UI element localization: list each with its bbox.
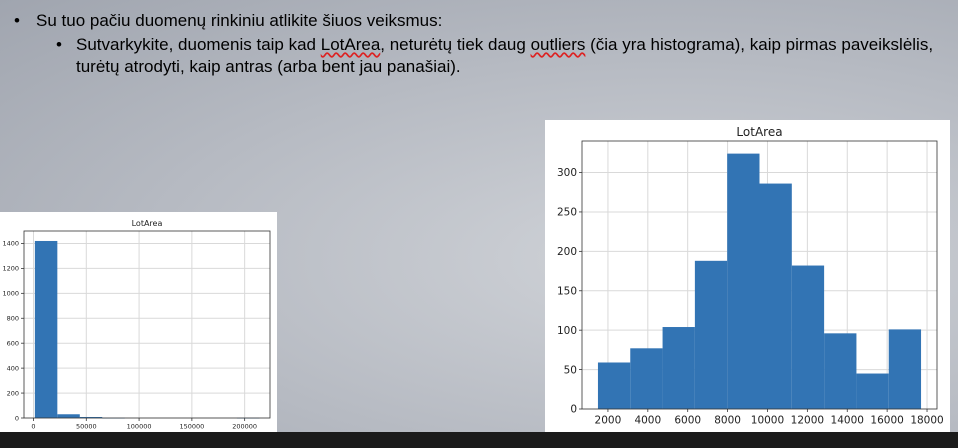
small-hist-title: LotArea bbox=[132, 219, 163, 228]
small-hist-bar bbox=[57, 414, 80, 418]
small-hist-frame bbox=[23, 230, 271, 419]
large-hist-ytick-label: 50 bbox=[564, 364, 577, 376]
large-hist-ytick-label: 300 bbox=[557, 167, 577, 179]
small-hist-ytick-label: 200 bbox=[7, 389, 19, 397]
histogram-original: LotArea 0 200 400 600 800 1000 1200 1400 0 50000 10… bbox=[0, 212, 277, 434]
large-hist-ytick-label: 0 bbox=[570, 404, 577, 416]
histogram-cleaned-svg: LotArea 0 50 100 150 200 250 300 2000 4000 6000 800… bbox=[557, 125, 944, 427]
large-hist-bar bbox=[727, 153, 760, 409]
bullet-text-part: Sutvarkykite, duomenis taip kad bbox=[76, 35, 321, 54]
bullet-level1: • Su tuo pačiu duomenų rinkiniu atlikite… bbox=[14, 10, 944, 32]
large-hist-bar bbox=[791, 265, 825, 409]
large-hist-ytick-label: 150 bbox=[557, 285, 577, 297]
large-hist-xtick-label: 8000 bbox=[714, 415, 741, 427]
small-hist-xtick-label: 50000 bbox=[76, 423, 97, 431]
small-hist-xtick-label: 150000 bbox=[179, 423, 204, 431]
histogram-cleaned: LotArea 0 50 100 150 200 250 300 2000 4000 6000 800… bbox=[545, 120, 950, 432]
large-hist-frame bbox=[581, 140, 938, 410]
bullet-text-part: , neturėtų tiek daug bbox=[380, 35, 531, 54]
small-hist-xtick-label: 0 bbox=[31, 423, 35, 431]
large-hist-ytick-label: 100 bbox=[557, 325, 577, 337]
small-hist-bar bbox=[79, 417, 103, 418]
slide-canvas: • Su tuo pačiu duomenų rinkiniu atlikite… bbox=[0, 0, 958, 434]
slide-text: • Su tuo pačiu duomenų rinkiniu atlikite… bbox=[14, 10, 944, 78]
large-hist-xtick-label: 16000 bbox=[870, 415, 903, 427]
large-hist-xtick-label: 4000 bbox=[634, 415, 661, 427]
spellcheck-word: LotArea bbox=[320, 35, 381, 54]
large-hist-xtick-label: 10000 bbox=[751, 415, 784, 427]
large-hist-bar bbox=[824, 333, 857, 409]
large-hist-bar bbox=[662, 327, 695, 409]
large-hist-xtick-label: 18000 bbox=[910, 415, 943, 427]
small-hist-ytick-label: 1000 bbox=[2, 290, 19, 298]
large-hist-xtick-label: 14000 bbox=[831, 415, 864, 427]
bottom-bar bbox=[0, 432, 958, 448]
large-hist-title: LotArea bbox=[736, 125, 782, 139]
small-hist-xtick-label: 200000 bbox=[232, 423, 257, 431]
large-hist-bar bbox=[597, 362, 631, 409]
large-hist-ytick-label: 250 bbox=[557, 207, 577, 219]
large-hist-xtick-label: 2000 bbox=[595, 415, 622, 427]
small-hist-ytick-label: 800 bbox=[7, 315, 19, 323]
bullet-level1-text: Su tuo pačiu duomenų rinkiniu atlikite š… bbox=[36, 11, 443, 30]
small-hist-ytick-label: 0 bbox=[15, 414, 19, 422]
large-hist-bar bbox=[856, 373, 889, 409]
bullet-text-part: (čia yra histograma), kaip pirmas paveik… bbox=[76, 35, 934, 76]
spellcheck-word: outliers bbox=[530, 35, 586, 54]
small-hist-ytick-label: 600 bbox=[7, 339, 19, 347]
large-hist-xtick-label: 12000 bbox=[791, 415, 824, 427]
bullet-level2: • Sutvarkykite, duomenis taip kad LotAre… bbox=[14, 34, 944, 78]
large-hist-bar bbox=[694, 260, 728, 409]
small-hist-bar bbox=[34, 240, 58, 418]
large-hist-bar bbox=[630, 348, 663, 409]
bullet-dot: • bbox=[14, 11, 20, 30]
small-hist-ytick-label: 1200 bbox=[2, 265, 19, 273]
histogram-original-svg: LotArea 0 200 400 600 800 1000 1200 1400 0 50000 10… bbox=[2, 219, 271, 431]
small-hist-ytick-label: 1400 bbox=[2, 240, 19, 248]
small-hist-ytick-label: 400 bbox=[7, 364, 19, 372]
large-hist-xtick-label: 6000 bbox=[674, 415, 701, 427]
large-hist-ytick-label: 200 bbox=[557, 246, 577, 258]
small-hist-xtick-label: 100000 bbox=[127, 423, 152, 431]
large-hist-bar bbox=[888, 329, 922, 409]
bullet-dot: • bbox=[56, 35, 62, 54]
large-hist-bar bbox=[759, 183, 792, 409]
